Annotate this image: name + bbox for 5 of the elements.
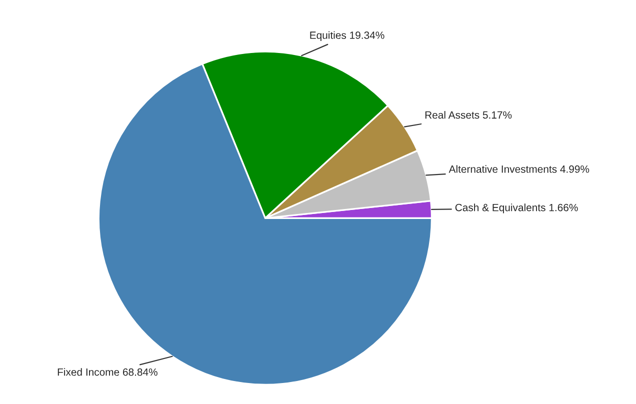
slice-label: Real Assets 5.17% [425,111,512,119]
slice-label: Alternative Investments 4.99% [448,165,590,173]
slice-label: Cash & Equivalents 1.66% [455,204,578,214]
slice-label: Fixed Income 68.84% [58,368,158,376]
slice-label: Equities 19.34% [310,31,384,41]
